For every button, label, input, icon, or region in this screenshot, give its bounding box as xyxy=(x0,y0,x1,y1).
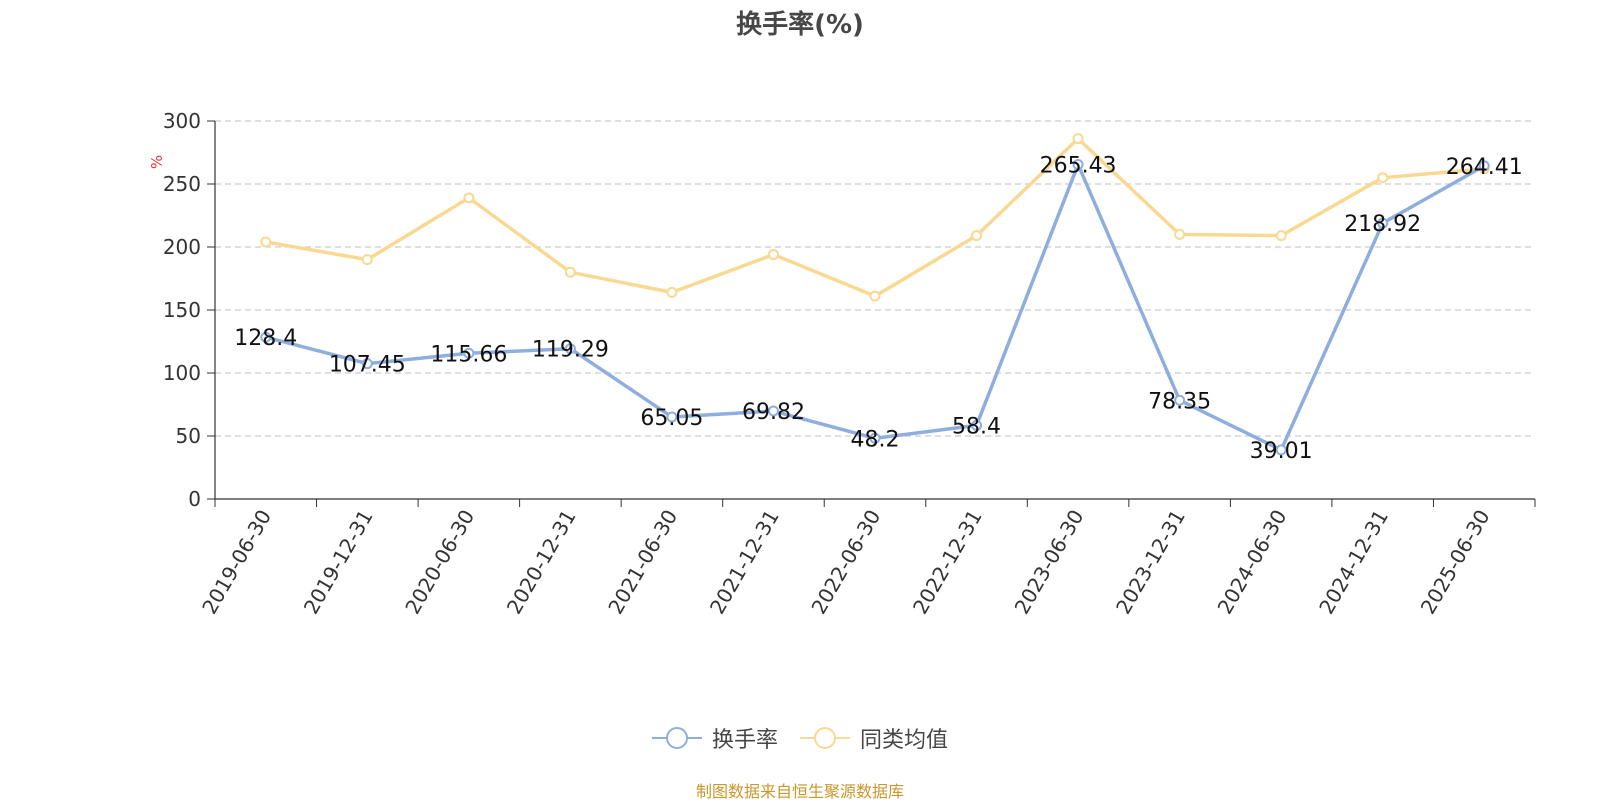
data-point xyxy=(1377,172,1389,184)
y-tick-label: 250 xyxy=(163,172,201,196)
legend-circle xyxy=(814,727,836,749)
legend[interactable]: 换手率 同类均值 xyxy=(0,720,1600,756)
data-point xyxy=(869,432,881,444)
legend-circle xyxy=(665,727,688,749)
data-label: 39.01 xyxy=(1250,439,1313,464)
x-tick-label: 2021-06-30 xyxy=(603,506,682,619)
data-point xyxy=(869,290,881,302)
legend-marker xyxy=(651,727,702,749)
x-tick-label: 2021-12-31 xyxy=(705,506,784,619)
y-tick-label: 100 xyxy=(163,361,201,385)
legend-label: 同类均值 xyxy=(860,728,949,753)
data-label: 119.29 xyxy=(532,338,609,363)
x-tick-label: 2022-06-30 xyxy=(806,506,885,619)
data-label: 115.66 xyxy=(430,342,507,367)
data-point xyxy=(1174,394,1186,406)
source-note: 制图数据来自恒生聚源数据库 xyxy=(695,782,904,801)
data-label: 218.92 xyxy=(1344,212,1421,237)
data-label: 78.35 xyxy=(1148,389,1211,414)
y-tick-label: 200 xyxy=(163,235,201,259)
data-label: 65.05 xyxy=(640,406,703,431)
data-point xyxy=(767,249,779,261)
x-tick-label: 2019-06-30 xyxy=(197,506,276,619)
x-tick-label: 2023-06-30 xyxy=(1010,506,1089,619)
grid-lines xyxy=(215,120,1535,437)
x-tick-label: 2019-12-31 xyxy=(299,506,378,619)
data-point xyxy=(463,347,475,359)
y-axis-label: % xyxy=(148,155,166,169)
data-point xyxy=(971,230,983,242)
data-point xyxy=(564,266,576,278)
data-point xyxy=(1072,133,1084,145)
data-point xyxy=(361,254,373,266)
data-point xyxy=(1377,217,1389,229)
data-label: 58.4 xyxy=(952,414,1001,439)
data-label: 264.41 xyxy=(1446,155,1523,180)
x-tick-label: 2020-12-31 xyxy=(502,506,581,619)
y-tick-label: 300 xyxy=(163,109,201,133)
data-point xyxy=(1072,159,1084,171)
data-label: 107.45 xyxy=(329,353,406,378)
data-point xyxy=(971,419,983,431)
data-label: 128.4 xyxy=(234,326,297,351)
series-lines xyxy=(260,133,1490,456)
data-point xyxy=(666,286,678,298)
series-line-1 xyxy=(265,136,1485,298)
x-tick-label: 2024-06-30 xyxy=(1213,506,1292,619)
y-tick-label: 0 xyxy=(188,487,201,511)
data-label: 69.82 xyxy=(742,400,805,425)
y-tick-label: 50 xyxy=(176,424,201,448)
x-tick-label: 2020-06-30 xyxy=(400,506,479,619)
data-point xyxy=(1174,228,1186,240)
data-label: 48.2 xyxy=(851,427,900,452)
x-tick-label: 2023-12-31 xyxy=(1111,506,1190,619)
data-point xyxy=(260,236,272,248)
x-tick-label: 2025-06-30 xyxy=(1416,506,1495,619)
data-point xyxy=(767,405,779,417)
data-point xyxy=(1275,444,1287,456)
legend-marker xyxy=(800,727,850,749)
data-point xyxy=(463,192,475,204)
x-tick-label: 2024-12-31 xyxy=(1314,506,1393,619)
series-line-0 xyxy=(265,162,1486,452)
data-label: 265.43 xyxy=(1040,154,1117,179)
data-point xyxy=(666,411,678,423)
data-point xyxy=(361,358,373,370)
legend-label: 换手率 xyxy=(711,728,778,753)
data-point xyxy=(1275,230,1287,242)
data-point xyxy=(260,331,272,343)
legend-item-0[interactable]: 换手率 xyxy=(651,722,778,754)
legend-item-1[interactable]: 同类均值 xyxy=(800,722,948,754)
data-point xyxy=(564,343,576,355)
chart-title: 换手率(%) xyxy=(736,10,864,40)
data-point xyxy=(1478,160,1490,172)
data-labels: 128.4 107.45 115.66 119.29 65.05 69.82 48.2 58.… xyxy=(234,154,1522,464)
y-tick-label: 150 xyxy=(163,298,201,322)
x-tick-label: 2022-12-31 xyxy=(908,506,987,619)
